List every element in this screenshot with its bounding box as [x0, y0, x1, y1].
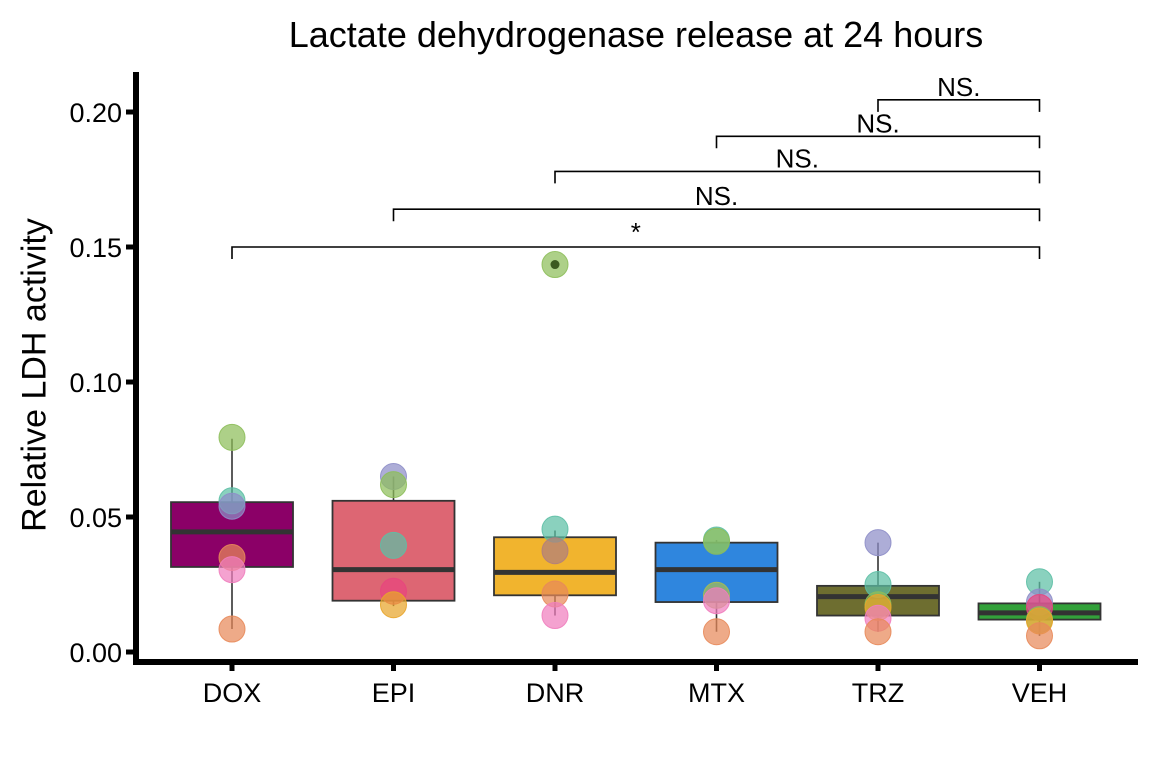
box-group-mtx: [654, 526, 779, 646]
y-tick-label: 0.10: [69, 368, 122, 398]
data-point: [703, 527, 730, 555]
box-group-veh: [977, 568, 1102, 650]
significance-bracket: NS.: [715, 108, 1041, 149]
data-point: [380, 591, 407, 619]
data-point: [703, 618, 730, 646]
bracket-line: [554, 170, 1041, 184]
data-point: [380, 471, 407, 499]
box-group-trz: [816, 529, 940, 646]
data-point: [218, 556, 246, 584]
data-point: [380, 531, 407, 559]
bracket-line: [231, 246, 1041, 259]
bracket-label: NS.: [937, 72, 980, 102]
data-point: [218, 615, 246, 643]
chart-title: Lactate dehydrogenase release at 24 hour…: [288, 14, 984, 55]
box-group-epi: [331, 463, 456, 619]
data-point: [541, 537, 569, 565]
y-tick-label: 0.15: [69, 233, 122, 263]
box-group-dox: [170, 423, 294, 643]
data-point: [864, 618, 892, 646]
box-group-dnr: [493, 251, 617, 630]
data-point: [864, 529, 892, 557]
data-point: [703, 587, 730, 615]
bracket-line: [877, 99, 1041, 112]
bracket-line: [392, 208, 1041, 222]
data-point: [541, 602, 569, 630]
y-tick-label: 0.00: [69, 638, 122, 668]
x-tick-label: DOX: [203, 678, 262, 708]
x-tick-label: TRZ: [852, 678, 904, 708]
y-tick-label: 0.20: [69, 98, 122, 128]
x-tick-label: VEH: [1012, 678, 1068, 708]
bracket-label: NS.: [776, 143, 819, 173]
bracket-label: NS.: [695, 181, 738, 211]
bracket-label: *: [631, 217, 641, 247]
significance-bracket: NS.: [554, 143, 1041, 184]
x-tick-label: EPI: [372, 678, 416, 708]
data-point: [218, 492, 246, 520]
outlier-point: [550, 260, 560, 270]
x-tick-label: MTX: [688, 678, 745, 708]
data-point: [1026, 622, 1053, 650]
bracket-line: [715, 135, 1041, 149]
bracket-label: NS.: [856, 108, 899, 138]
significance-bracket: NS.: [877, 72, 1041, 112]
significance-bracket: NS.: [392, 181, 1041, 222]
x-tick-label: DNR: [526, 678, 585, 708]
data-point: [218, 423, 246, 451]
significance-bracket: *: [231, 217, 1041, 259]
y-tick-label: 0.05: [69, 503, 122, 533]
